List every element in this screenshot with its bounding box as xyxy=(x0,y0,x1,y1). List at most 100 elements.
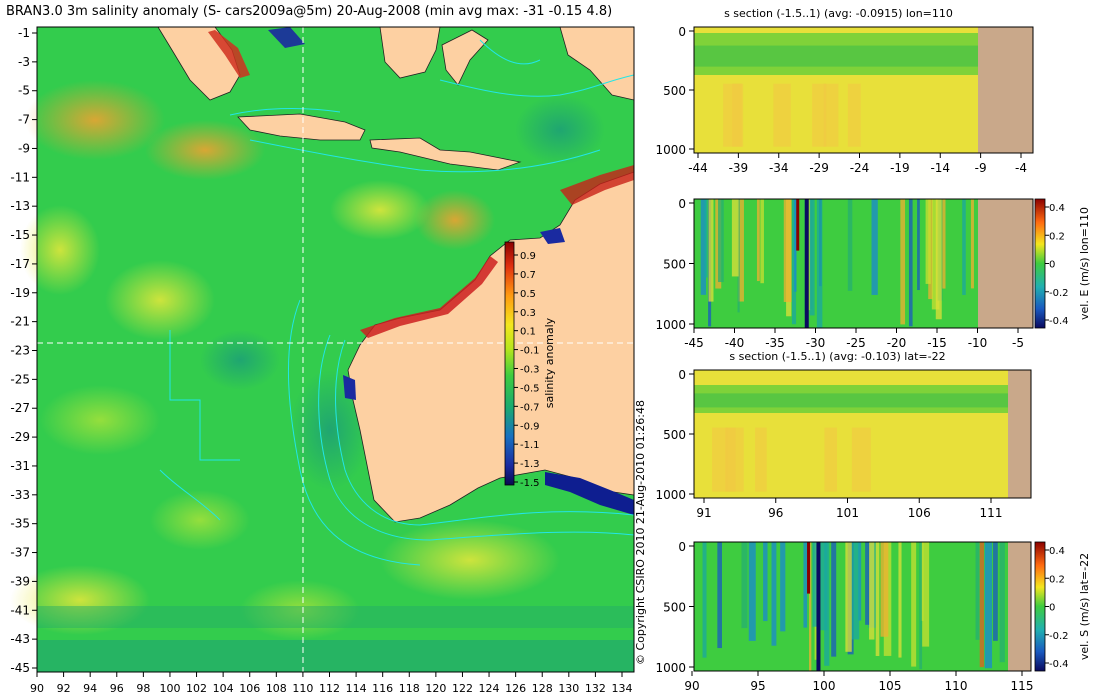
map-y-tick-label: -25 xyxy=(10,372,30,386)
velocity-column xyxy=(920,542,924,621)
velocity-column xyxy=(741,542,748,629)
section-panel: s section (-1.5..1) (avg: -0.0915) lon=1… xyxy=(655,7,1034,175)
panel-y-tick-label: 500 xyxy=(663,84,686,98)
section-panels: s section (-1.5..1) (avg: -0.0915) lon=1… xyxy=(655,7,1091,693)
velocity-column xyxy=(748,542,756,641)
map-y-tick-label: -33 xyxy=(10,488,30,502)
velocity-column xyxy=(925,199,931,284)
panel-title: s section (-1.5..1) (avg: -0.0915) lon=1… xyxy=(724,7,953,20)
velocity-column xyxy=(717,542,722,649)
velocity-column xyxy=(911,542,917,667)
ocean-anomaly-patches xyxy=(10,80,605,640)
map-colorbar-tick-label: -0.5 xyxy=(520,383,540,394)
velocity-column xyxy=(900,199,906,325)
map-y-tick-label: -9 xyxy=(18,141,30,155)
velocity-colorbar-ramp xyxy=(1034,198,1046,329)
map-y-tick-label: -19 xyxy=(10,286,30,300)
map-title: BRAN3.0 3m salinity anomaly (S- cars2009… xyxy=(6,4,612,19)
velocity-column xyxy=(999,542,1005,663)
velocity-column xyxy=(845,542,852,652)
velocity-colorbar-tick-label: -0.2 xyxy=(1049,631,1069,642)
map-colorbar-tick-label: -1.1 xyxy=(520,440,540,451)
panel-x-tick-label: 95 xyxy=(750,679,765,693)
panel-x-tick-label: -39 xyxy=(729,161,749,175)
panel-y-tick-label: 0 xyxy=(678,540,686,554)
java-land xyxy=(237,113,366,141)
panel-x-tick-label: -34 xyxy=(769,161,789,175)
panel-x-tick-label: 101 xyxy=(836,506,859,520)
velocity-colorbar-tick-label: -0.4 xyxy=(1049,316,1069,327)
map-x-tick-label: 98 xyxy=(136,682,150,695)
map-y-tick-label: -39 xyxy=(10,574,30,588)
map-y-tick-label: -11 xyxy=(10,170,30,184)
velocity-column xyxy=(858,542,862,621)
velocity-column xyxy=(756,199,760,282)
map-colorbar-tick-label: 0.3 xyxy=(520,308,536,319)
velocity-jet xyxy=(816,542,821,671)
panel-x-tick-label: 111 xyxy=(980,506,1003,520)
map-x-tick-label: 130 xyxy=(558,682,579,695)
section-saline-patch xyxy=(824,427,837,492)
panel-x-tick-label: -4 xyxy=(1015,161,1027,175)
panel-x-tick-label: 90 xyxy=(684,679,699,693)
lesser-sunda-land xyxy=(369,137,522,171)
panel-y-tick-label: 1000 xyxy=(655,143,686,157)
section-panel: s section (-1.5..1) (avg: -0.103) lat=-2… xyxy=(655,350,1032,520)
velocity-jet xyxy=(804,199,809,328)
velocity-column xyxy=(875,542,880,656)
arafura-low xyxy=(540,228,565,244)
panel-y-tick-label: 500 xyxy=(663,258,686,272)
panel-x-tick-label: 106 xyxy=(908,506,931,520)
map-colorbar-tick-label: -0.9 xyxy=(520,421,540,432)
velocity-column xyxy=(794,199,797,292)
velocity-colorbar-tick-label: 0 xyxy=(1049,260,1055,271)
velocity-column xyxy=(704,199,708,278)
section-panel: 0 500 1000 -45 -40 -35 -30 -25 -20 -15 -10 -5 0.4 0.2… xyxy=(655,197,1091,350)
gulf-low xyxy=(268,27,305,48)
section-saline-patch xyxy=(812,83,827,147)
velocity-column xyxy=(847,199,853,291)
section-saline-patch xyxy=(723,83,742,147)
southern-band xyxy=(37,606,634,628)
velocity-column xyxy=(871,199,878,295)
panel-x-tick-label: 105 xyxy=(879,679,902,693)
sulawesi-land xyxy=(441,29,489,86)
velocity-jet xyxy=(807,542,811,594)
map-colorbar-tick-label: -0.3 xyxy=(520,365,540,376)
velocity-column xyxy=(898,542,902,658)
panel-x-tick-label: 100 xyxy=(813,679,836,693)
map-x-tick-label: 92 xyxy=(57,682,71,695)
section-saline-patch xyxy=(773,83,791,147)
velocity-column xyxy=(831,542,837,657)
map-y-tick-label: -43 xyxy=(10,632,30,646)
map-y-tick-label: -35 xyxy=(10,517,30,531)
map-y-tick-label: -23 xyxy=(10,344,30,358)
velocity-column xyxy=(979,542,984,668)
map-x-tick-label: 118 xyxy=(399,682,420,695)
map-colorbar-tick-label: 0.9 xyxy=(520,251,536,262)
panel-y-tick-label: 0 xyxy=(678,197,686,211)
southern-ocean-band xyxy=(37,640,634,672)
velocity-column xyxy=(718,199,724,283)
map-y-tick-label: -1 xyxy=(18,26,30,40)
velocity-column xyxy=(737,199,744,302)
velocity-column xyxy=(993,542,998,641)
panel-y-tick-label: 1000 xyxy=(655,488,686,502)
map-x-tick-label: 108 xyxy=(266,682,287,695)
map-y-tick-label: -21 xyxy=(10,315,30,329)
map-x-tick-label: 132 xyxy=(585,682,606,695)
panel-x-tick-label: -5 xyxy=(1012,336,1024,350)
map-colorbar-tick-label: 0.7 xyxy=(520,270,536,281)
panel-x-tick-label: -45 xyxy=(684,336,704,350)
velocity-column xyxy=(970,199,974,289)
velocity-colorbar-tick-label: 0.4 xyxy=(1049,203,1065,214)
section-saline-patch xyxy=(851,427,871,492)
velocity-column xyxy=(975,542,980,640)
map-y-tick-label: -27 xyxy=(10,401,30,415)
map-x-tick-label: 126 xyxy=(505,682,526,695)
map-y-tick-label: -31 xyxy=(10,459,30,473)
map-x-tick-label: 102 xyxy=(186,682,207,695)
map-x-tick-label: 96 xyxy=(110,682,124,695)
map-colorbar-tick-label: -0.7 xyxy=(520,402,540,413)
panel-x-tick-label: -9 xyxy=(975,161,987,175)
